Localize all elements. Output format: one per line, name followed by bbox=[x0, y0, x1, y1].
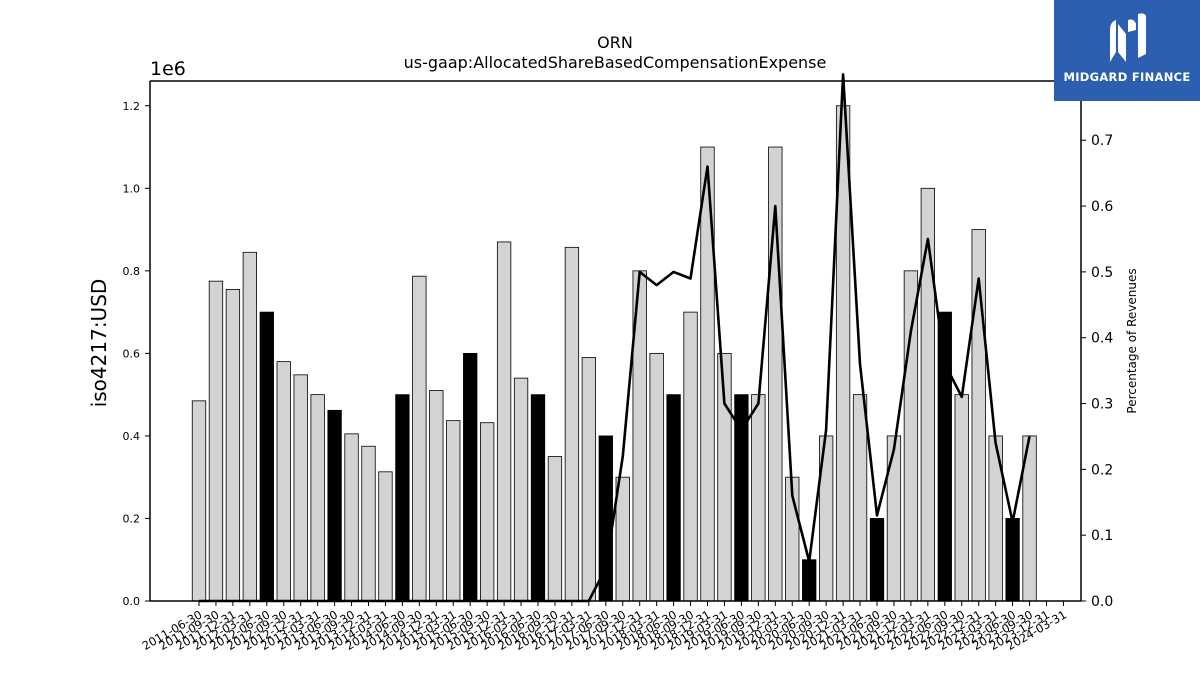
y-offset-label: 1e6 bbox=[150, 58, 186, 80]
bar bbox=[869, 518, 885, 602]
bar bbox=[378, 471, 393, 602]
bar bbox=[581, 357, 596, 602]
y2-tick-label: 0.3 bbox=[1091, 397, 1113, 413]
chart-title: ORN bbox=[597, 33, 633, 52]
y2-tick-label: 0.2 bbox=[1091, 462, 1113, 478]
midgard-logo-icon bbox=[1110, 13, 1146, 62]
bar bbox=[361, 445, 376, 602]
bar bbox=[225, 289, 241, 602]
y2-axis-label: Percentage of Revenues bbox=[1125, 268, 1139, 413]
bar bbox=[802, 559, 817, 602]
bar bbox=[293, 374, 308, 602]
bar bbox=[276, 361, 291, 602]
bar bbox=[954, 394, 969, 602]
y-tick-label: 0.2 bbox=[123, 512, 141, 525]
bar bbox=[751, 394, 766, 602]
bar bbox=[242, 251, 258, 602]
bar bbox=[479, 422, 495, 602]
y2-tick-label: 0.1 bbox=[1091, 528, 1113, 544]
bar bbox=[412, 275, 427, 602]
bar bbox=[395, 394, 410, 602]
y-tick-label: 1.2 bbox=[123, 100, 141, 113]
bar bbox=[666, 394, 681, 602]
bar bbox=[327, 409, 342, 602]
axes-group: 0.0 0.2 0.4 0.6 0.8 1.0 1.2 0.0 0.1 0.2 0.3 0.4 0.5 0… bbox=[123, 80, 1113, 653]
bar bbox=[463, 352, 478, 602]
bar bbox=[446, 420, 461, 602]
bar bbox=[208, 280, 224, 602]
bar bbox=[547, 456, 563, 602]
bar bbox=[513, 377, 529, 602]
y-axis-label: iso4217:USD bbox=[87, 279, 111, 408]
brand-logo: MIDGARD FINANCE bbox=[1054, 0, 1200, 101]
bar bbox=[530, 394, 546, 602]
y2-tick-label: 0.6 bbox=[1091, 199, 1113, 215]
bar bbox=[191, 400, 207, 602]
y2-tick-label: 0.4 bbox=[1091, 331, 1113, 347]
y2-tick-label: 0.7 bbox=[1091, 133, 1113, 149]
logo-text: MIDGARD FINANCE bbox=[1063, 70, 1191, 84]
y-tick-label: 1.0 bbox=[123, 182, 141, 195]
bar bbox=[852, 394, 868, 602]
bar bbox=[259, 311, 274, 602]
bar bbox=[564, 246, 580, 602]
chart-subtitle: us-gaap:AllocatedShareBasedCompensationE… bbox=[404, 53, 827, 72]
bar bbox=[649, 352, 664, 602]
y2-tick-label: 0.0 bbox=[1091, 594, 1113, 610]
bar bbox=[310, 394, 325, 602]
bar bbox=[1005, 518, 1020, 602]
y-tick-label: 0.8 bbox=[123, 265, 141, 278]
y2-tick-label: 0.5 bbox=[1091, 265, 1113, 281]
bar bbox=[903, 270, 919, 602]
bar bbox=[734, 394, 749, 602]
y-tick-label: 0.0 bbox=[123, 595, 141, 608]
bar bbox=[344, 433, 359, 602]
bar bbox=[886, 435, 902, 602]
bar bbox=[920, 187, 935, 602]
bars-group bbox=[191, 105, 1037, 602]
bar bbox=[683, 311, 698, 602]
bar bbox=[496, 241, 512, 602]
bar bbox=[429, 390, 444, 602]
y-tick-label: 0.6 bbox=[123, 347, 141, 360]
y-tick-label: 0.4 bbox=[123, 430, 141, 443]
